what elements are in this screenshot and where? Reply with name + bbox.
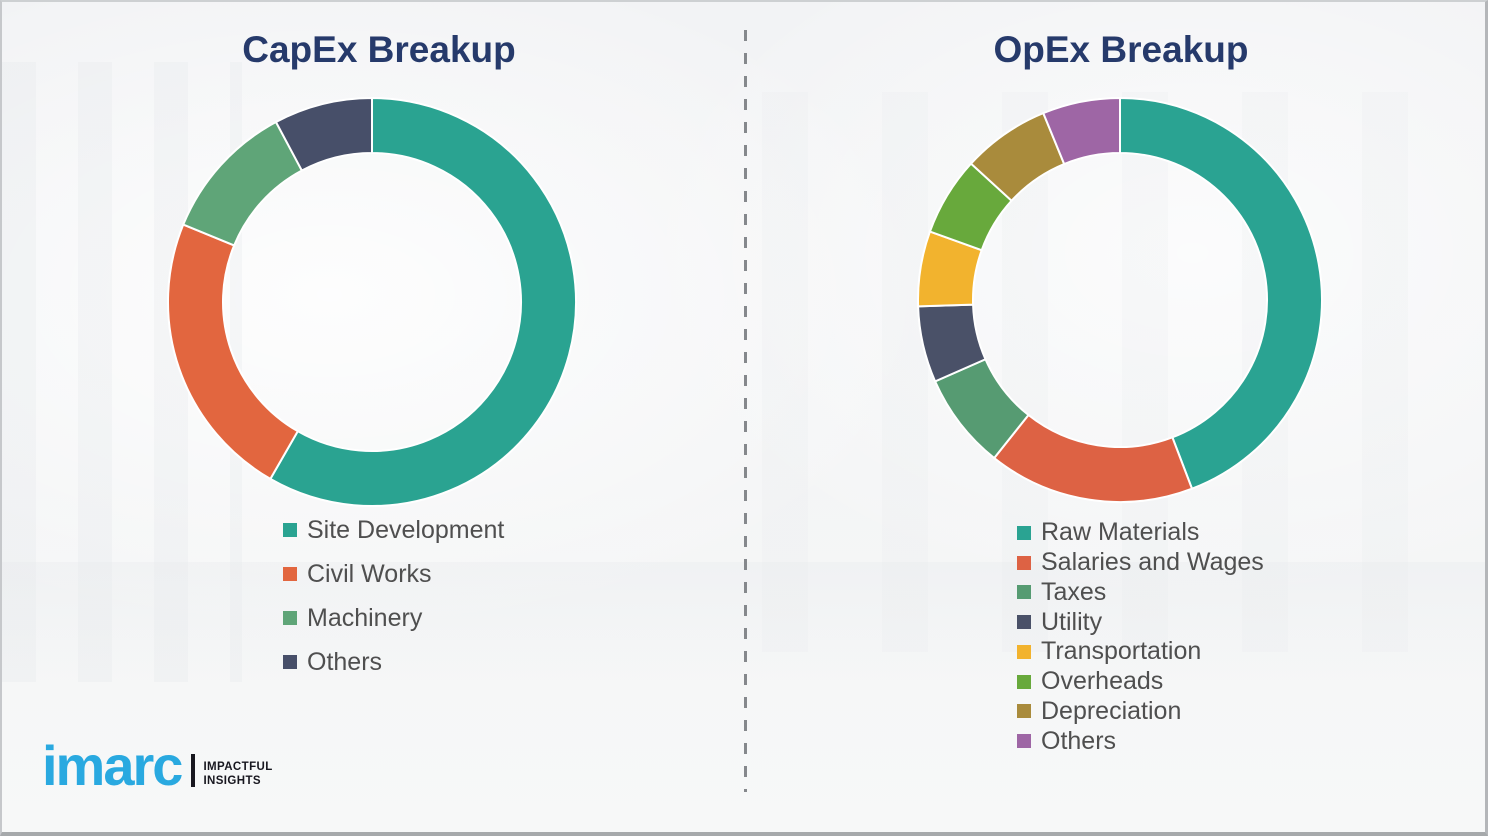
- legend-item-raw-materials: Raw Materials: [1017, 518, 1264, 548]
- legend-label: Civil Works: [307, 559, 432, 588]
- legend-swatch-taxes: [1017, 585, 1031, 600]
- tagline-line-1: IMPACTFUL: [203, 761, 273, 773]
- legend-item-others: Others: [1017, 726, 1264, 756]
- donut-segment-others: [274, 96, 373, 172]
- legend-swatch-others: [283, 655, 297, 669]
- capex-donut-chart: [167, 96, 578, 507]
- legend-swatch-salaries-and-wages: [1017, 555, 1031, 570]
- legend-swatch-civil-works: [283, 567, 297, 581]
- legend-label: Utility: [1041, 607, 1103, 636]
- legend-item-machinery: Machinery: [283, 596, 504, 640]
- imarc-logo-tagline: IMPACTFUL INSIGHTS: [203, 760, 272, 788]
- opex-legend: Raw Materials Salaries and Wages Taxes Util…: [1017, 518, 1264, 756]
- donut-segment-machinery: [181, 120, 304, 247]
- legend-label: Transportation: [1041, 637, 1202, 666]
- legend-label: Machinery: [307, 603, 423, 632]
- legend-item-depreciation: Depreciation: [1017, 697, 1264, 727]
- tagline-line-2: INSIGHTS: [203, 775, 261, 787]
- legend-item-overheads: Overheads: [1017, 667, 1264, 697]
- opex-chart-title: OpEx Breakup: [993, 29, 1249, 70]
- legend-swatch-site-development: [283, 523, 297, 537]
- donut-segment-civil-works: [167, 223, 300, 481]
- legend-swatch-others: [1017, 734, 1031, 749]
- logo-divider-bar: [191, 754, 196, 787]
- donut-segment-site-development: [269, 96, 578, 507]
- imarc-logo-wordmark: imarc: [42, 734, 183, 797]
- legend-label: Overheads: [1041, 667, 1164, 696]
- legend-item-site-development: Site Development: [283, 508, 504, 552]
- legend-swatch-machinery: [283, 611, 297, 625]
- opex-donut-chart: [917, 96, 1323, 503]
- legend-swatch-overheads: [1017, 674, 1031, 689]
- donut-segment-salaries-and-wages: [992, 413, 1194, 503]
- legend-item-others: Others: [283, 640, 504, 684]
- legend-label: Others: [307, 647, 383, 676]
- legend-label: Salaries and Wages: [1041, 548, 1264, 577]
- vertical-dashed-divider: [744, 30, 747, 792]
- legend-label: Raw Materials: [1041, 518, 1200, 547]
- donut-segment-others: [1041, 96, 1121, 166]
- legend-label: Site Development: [307, 515, 505, 544]
- legend-swatch-utility: [1017, 615, 1031, 630]
- imarc-logo: imarc IMPACTFUL INSIGHTS: [42, 738, 273, 794]
- legend-swatch-depreciation: [1017, 704, 1031, 719]
- legend-item-civil-works: Civil Works: [283, 552, 504, 596]
- legend-item-taxes: Taxes: [1017, 578, 1264, 608]
- capex-legend: Site Development Civil Works Machinery Othe…: [283, 508, 504, 684]
- legend-label: Others: [1041, 726, 1117, 755]
- legend-swatch-raw-materials: [1017, 525, 1031, 540]
- legend-label: Taxes: [1041, 577, 1107, 606]
- legend-item-salaries-and-wages: Salaries and Wages: [1017, 548, 1264, 578]
- legend-label: Depreciation: [1041, 696, 1182, 725]
- legend-item-transportation: Transportation: [1017, 637, 1264, 667]
- capex-chart-title: CapEx Breakup: [242, 29, 516, 70]
- donut-segment-raw-materials: [1119, 96, 1323, 491]
- legend-item-utility: Utility: [1017, 607, 1264, 637]
- legend-swatch-transportation: [1017, 644, 1031, 659]
